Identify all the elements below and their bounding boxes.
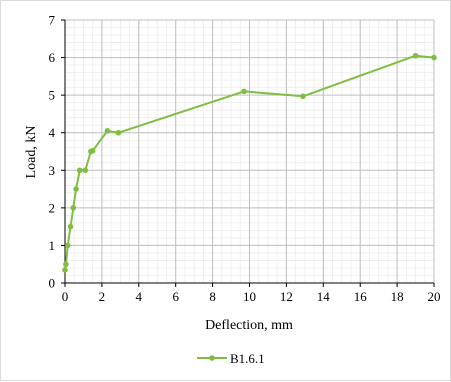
x-tick-label: 20 <box>428 289 441 304</box>
data-point-b1-6-1 <box>73 186 79 192</box>
data-point-b1-6-1 <box>67 223 74 230</box>
data-point-b1-6-1 <box>115 129 122 136</box>
data-point-b1-6-1 <box>64 242 71 249</box>
x-tick-label: 12 <box>280 289 293 304</box>
data-point-b1-6-1 <box>63 261 69 268</box>
x-tick-label: 14 <box>317 289 331 304</box>
x-tick-label: 10 <box>243 289 256 304</box>
x-axis-title: Deflection, mm <box>205 318 293 333</box>
y-tick-label: 6 <box>49 50 56 65</box>
x-tick-labels: 0 2 4 6 8 10 12 14 16 18 20 <box>62 289 441 304</box>
data-point-b1-6-1 <box>241 88 247 95</box>
y-axis-title: Load, kN <box>24 126 39 179</box>
data-point-b1-6-1 <box>104 128 111 134</box>
x-tick-label: 4 <box>136 289 143 304</box>
data-point-b1-6-1 <box>412 52 419 59</box>
data-point-b1-6-1 <box>300 93 306 100</box>
y-tick-label: 2 <box>49 200 56 215</box>
data-point-b1-6-1 <box>82 167 89 174</box>
data-point-b1-6-1 <box>70 205 77 211</box>
y-tick-label: 7 <box>49 13 56 28</box>
data-point-b1-6-1 <box>62 267 68 273</box>
x-tick-label: 6 <box>172 289 179 304</box>
y-tick-label: 5 <box>49 88 56 103</box>
series-layer <box>62 52 437 273</box>
y-tick-label: 0 <box>49 276 56 291</box>
x-tick-label: 16 <box>354 289 368 304</box>
y-tick-labels: 0 1 2 3 4 5 6 7 <box>49 13 56 291</box>
y-tick-label: 1 <box>49 238 56 253</box>
axes <box>61 19 435 287</box>
legend-label-b1-6-1: B1.6.1 <box>230 351 265 366</box>
x-tick-label: 18 <box>391 289 404 304</box>
legend: B1.6.1 <box>197 351 265 366</box>
data-point-b1-6-1 <box>76 167 83 174</box>
x-tick-label: 2 <box>99 289 106 304</box>
x-tick-label: 0 <box>62 289 69 304</box>
legend-marker-b1-6-1 <box>209 355 215 361</box>
series-line-b1-6-1 <box>64 54 435 271</box>
data-point-b1-6-1 <box>89 147 96 154</box>
x-tick-label: 8 <box>209 289 216 304</box>
y-tick-label: 4 <box>49 125 56 140</box>
data-point-b1-6-1 <box>431 54 437 61</box>
y-tick-label: 3 <box>49 163 56 178</box>
